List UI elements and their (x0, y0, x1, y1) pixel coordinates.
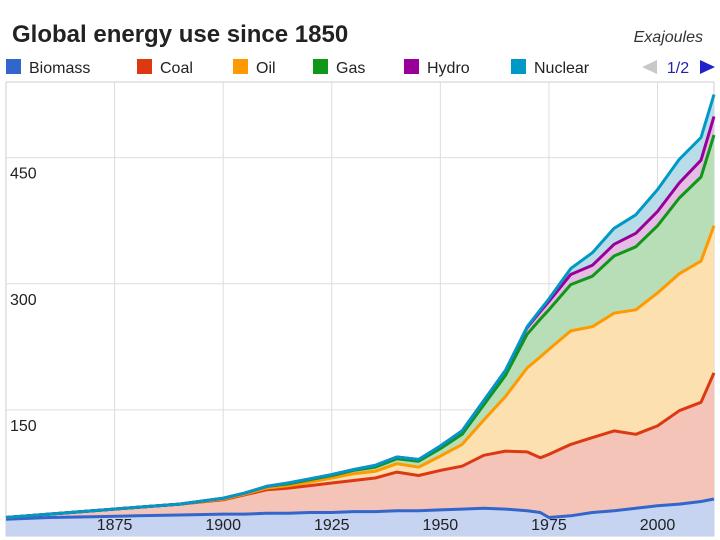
legend-swatch-hydro (404, 59, 419, 74)
legend: Biomass Coal Oil Gas Hydro Nuclear (6, 59, 590, 77)
x-tick-label: 1950 (423, 517, 459, 534)
area-oil (6, 225, 714, 518)
x-tick-label: 1900 (205, 517, 241, 534)
legend-label-gas: Gas (336, 60, 365, 77)
line-biomass (5, 497, 715, 521)
legend-swatch-nuclear (511, 59, 526, 74)
area-coal (6, 372, 714, 520)
pager-label: 1/2 (667, 60, 689, 77)
line-nuclear (5, 94, 716, 519)
area-gas (6, 135, 714, 518)
y-tick-label: 150 (10, 418, 37, 435)
chart-title: Global energy use since 1850 (12, 21, 348, 48)
legend-swatch-coal (137, 59, 152, 74)
plot-area: 150 300 450 1875 1900 1925 1950 1975 2000 (5, 81, 716, 537)
legend-label-nuclear: Nuclear (534, 60, 590, 77)
x-tick-label: 1975 (531, 517, 567, 534)
legend-swatch-oil (233, 59, 248, 74)
legend-label-hydro: Hydro (427, 60, 470, 77)
legend-label-biomass: Biomass (29, 60, 90, 77)
legend-pager[interactable]: 1/2 (642, 60, 715, 77)
unit-label: Exajoules (634, 29, 703, 46)
x-tick-label: 1875 (97, 517, 133, 534)
x-tick-label: 1925 (314, 517, 350, 534)
y-tick-label: 450 (10, 166, 37, 183)
legend-swatch-gas (313, 59, 328, 74)
y-tick-label: 300 (10, 292, 37, 309)
x-tick-label: 2000 (640, 517, 676, 534)
area-biomass (6, 499, 714, 536)
legend-label-coal: Coal (160, 60, 193, 77)
legend-label-oil: Oil (256, 60, 276, 77)
pager-prev-icon[interactable] (642, 60, 657, 74)
pager-next-icon[interactable] (700, 60, 715, 74)
legend-swatch-biomass (6, 59, 21, 74)
